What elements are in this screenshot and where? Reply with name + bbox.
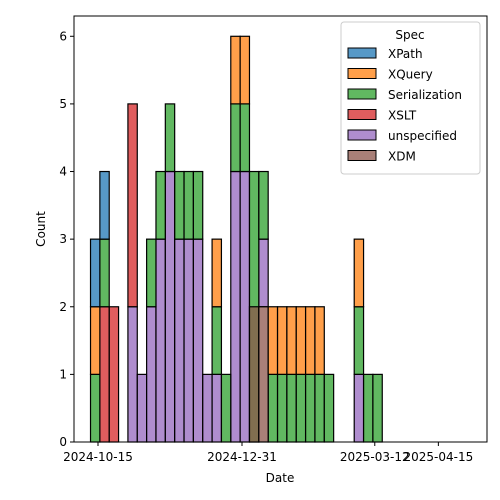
legend-swatch-xquery bbox=[347, 68, 377, 79]
bar-serialization-2 bbox=[146, 238, 157, 308]
x-tick-label: 2024-10-15 bbox=[63, 450, 133, 464]
y-tick-label: 0 bbox=[59, 435, 67, 449]
bar-serialization-8 bbox=[211, 306, 223, 375]
bar-unspecified-8 bbox=[202, 373, 213, 443]
bar-serialization-4 bbox=[164, 103, 176, 173]
legend: Spec XPath XQuery Serialization XSLT unspeci… bbox=[340, 21, 481, 175]
bar-unspecified-2 bbox=[146, 306, 157, 443]
bar-xquery-1 bbox=[211, 238, 223, 308]
x-tick-label: 2024-12-31 bbox=[207, 450, 277, 464]
bar-serialization-7 bbox=[192, 170, 204, 240]
bar-unspecified-0 bbox=[127, 306, 138, 443]
bar-unspecified-3 bbox=[155, 238, 166, 443]
bar-xdm-1 bbox=[258, 306, 269, 443]
y-axis: 0 1 2 3 4 5 6 bbox=[59, 29, 74, 449]
bar-serialization-19 bbox=[314, 373, 325, 443]
bar-serialization-6 bbox=[183, 170, 194, 240]
y-tick-label: 1 bbox=[59, 367, 67, 381]
bar-serialization-15 bbox=[276, 373, 288, 443]
legend-swatch-xslt bbox=[347, 109, 377, 120]
bar-unspecified-4 bbox=[164, 170, 176, 443]
bar-xquery-3 bbox=[239, 35, 251, 105]
legend-label-unspecified: unspecified bbox=[388, 129, 457, 143]
legend-label-serialization: Serialization bbox=[388, 88, 462, 102]
bar-serialization-11 bbox=[239, 103, 251, 173]
y-axis-title: Count bbox=[34, 211, 48, 247]
bar-xpath-0 bbox=[89, 238, 101, 308]
bar-xquery-2 bbox=[230, 35, 241, 105]
legend-swatch-xpath bbox=[347, 47, 377, 59]
bar-serialization-22 bbox=[362, 373, 374, 443]
bar-xquery-4 bbox=[267, 306, 279, 375]
y-tick-label: 4 bbox=[59, 165, 67, 179]
y-tick-label: 5 bbox=[59, 97, 67, 111]
bar-serialization-13 bbox=[258, 170, 269, 240]
bar-xslt-0 bbox=[99, 306, 110, 443]
legend-label-xdm: XDM bbox=[388, 150, 416, 164]
bar-unspecified-13 bbox=[353, 373, 365, 443]
bar-serialization-23 bbox=[372, 373, 383, 443]
bar-xquery-8 bbox=[304, 306, 316, 375]
bar-xquery-7 bbox=[295, 306, 307, 375]
legend-label-xquery: XQuery bbox=[388, 68, 433, 82]
bar-xslt-2 bbox=[127, 103, 138, 308]
bar-serialization-18 bbox=[304, 373, 316, 443]
legend-title: Spec bbox=[395, 28, 424, 42]
legend-swatch-xdm bbox=[347, 150, 377, 161]
bar-unspecified-9 bbox=[211, 373, 223, 443]
bar-xquery-0 bbox=[89, 306, 101, 375]
bar-serialization-10 bbox=[230, 103, 241, 173]
y-tick-label: 6 bbox=[59, 29, 67, 43]
bar-unspecified-1 bbox=[136, 373, 148, 443]
bar-xquery-9 bbox=[314, 306, 325, 375]
bar-serialization-5 bbox=[174, 170, 185, 240]
bar-xdm-0 bbox=[248, 306, 260, 443]
bar-xquery-6 bbox=[286, 306, 297, 375]
bar-serialization-0 bbox=[89, 373, 101, 443]
bar-xquery-10 bbox=[353, 238, 365, 308]
bar-xslt-1 bbox=[108, 306, 120, 443]
bar-serialization-20 bbox=[323, 373, 335, 443]
legend-label-xpath: XPath bbox=[388, 47, 423, 61]
bar-xquery-5 bbox=[276, 306, 288, 375]
bar-serialization-21 bbox=[353, 306, 365, 375]
bar-serialization-17 bbox=[295, 373, 307, 443]
x-axis-title: Date bbox=[266, 471, 295, 485]
x-tick-label: 2025-04-15 bbox=[403, 450, 473, 464]
bar-serialization-1 bbox=[99, 238, 110, 308]
bar-serialization-14 bbox=[267, 373, 279, 443]
bar-unspecified-12 bbox=[258, 238, 269, 308]
bars-group bbox=[89, 35, 383, 443]
legend-label-xslt: XSLT bbox=[388, 109, 417, 123]
bar-unspecified-5 bbox=[174, 238, 185, 443]
bar-serialization-3 bbox=[155, 170, 166, 240]
bar-unspecified-7 bbox=[192, 238, 204, 443]
bar-unspecified-11 bbox=[239, 170, 251, 443]
y-tick-label: 2 bbox=[59, 300, 67, 314]
x-tick-label: 2025-03-12 bbox=[340, 450, 410, 464]
bar-xpath-1 bbox=[99, 170, 110, 240]
bar-serialization-9 bbox=[220, 373, 232, 443]
y-tick-label: 3 bbox=[59, 232, 67, 246]
legend-swatch-serialization bbox=[347, 88, 377, 100]
bar-unspecified-10 bbox=[230, 170, 241, 443]
bar-unspecified-6 bbox=[183, 238, 194, 443]
legend-swatch-unspecified bbox=[347, 129, 377, 141]
plot-frame bbox=[73, 15, 488, 443]
bar-serialization-16 bbox=[286, 373, 297, 443]
